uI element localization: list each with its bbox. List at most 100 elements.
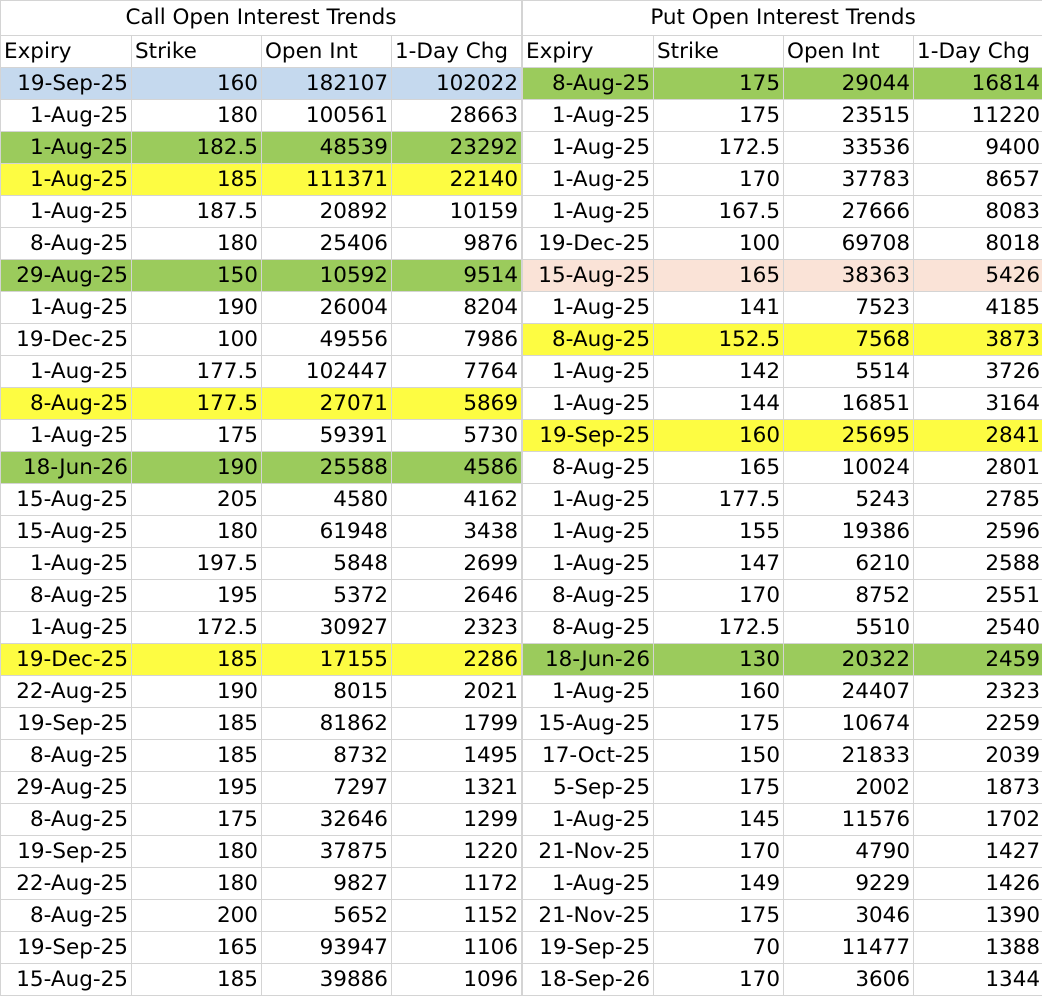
call-cell-expiry[interactable]: 15-Aug-25 bbox=[0, 963, 132, 996]
put-cell-strike[interactable]: 167.5 bbox=[653, 195, 785, 228]
call-cell-strike[interactable]: 177.5 bbox=[131, 387, 262, 420]
call-cell-expiry[interactable]: 29-Aug-25 bbox=[0, 259, 132, 292]
call-cell-1-day-chg[interactable]: 102022 bbox=[390, 67, 523, 100]
put-cell-1-day-chg[interactable]: 2785 bbox=[913, 483, 1042, 516]
call-cell-open-int[interactable]: 17155 bbox=[261, 643, 392, 676]
put-cell-1-day-chg[interactable]: 2540 bbox=[913, 611, 1042, 644]
call-cell-strike[interactable]: 195 bbox=[131, 771, 262, 804]
put-cell-strike[interactable]: 175 bbox=[653, 99, 785, 132]
put-header-1-day-chg[interactable]: 1-Day Chg bbox=[913, 35, 1042, 68]
put-cell-open-int[interactable]: 11477 bbox=[783, 931, 915, 964]
call-cell-expiry[interactable]: 19-Sep-25 bbox=[0, 835, 132, 868]
put-cell-expiry[interactable]: 18-Jun-26 bbox=[522, 643, 655, 676]
call-cell-strike[interactable]: 185 bbox=[131, 739, 262, 772]
put-cell-open-int[interactable]: 19386 bbox=[783, 515, 915, 548]
call-cell-strike[interactable]: 180 bbox=[131, 835, 262, 868]
put-cell-strike[interactable]: 70 bbox=[653, 931, 785, 964]
call-cell-1-day-chg[interactable]: 2323 bbox=[390, 611, 523, 644]
put-cell-strike[interactable]: 144 bbox=[653, 387, 785, 420]
call-cell-open-int[interactable]: 27071 bbox=[261, 387, 392, 420]
call-cell-expiry[interactable]: 8-Aug-25 bbox=[0, 899, 132, 932]
put-cell-strike[interactable]: 175 bbox=[653, 707, 785, 740]
put-cell-expiry[interactable]: 1-Aug-25 bbox=[522, 803, 655, 836]
put-cell-1-day-chg[interactable]: 2323 bbox=[913, 675, 1042, 708]
put-cell-open-int[interactable]: 33536 bbox=[783, 131, 915, 164]
call-cell-1-day-chg[interactable]: 1799 bbox=[390, 707, 523, 740]
put-cell-1-day-chg[interactable]: 1390 bbox=[913, 899, 1042, 932]
put-cell-open-int[interactable]: 27666 bbox=[783, 195, 915, 228]
call-cell-strike[interactable]: 185 bbox=[131, 707, 262, 740]
put-cell-open-int[interactable]: 29044 bbox=[783, 67, 915, 100]
put-cell-1-day-chg[interactable]: 8083 bbox=[913, 195, 1042, 228]
call-table-title[interactable]: Call Open Interest Trends bbox=[0, 0, 523, 36]
call-cell-1-day-chg[interactable]: 4162 bbox=[390, 483, 523, 516]
put-cell-expiry[interactable]: 1-Aug-25 bbox=[522, 163, 655, 196]
call-cell-expiry[interactable]: 18-Jun-26 bbox=[0, 451, 132, 484]
put-cell-open-int[interactable]: 3606 bbox=[783, 963, 915, 996]
put-cell-strike[interactable]: 147 bbox=[653, 547, 785, 580]
put-cell-strike[interactable]: 170 bbox=[653, 163, 785, 196]
call-cell-strike[interactable]: 175 bbox=[131, 803, 262, 836]
put-cell-open-int[interactable]: 37783 bbox=[783, 163, 915, 196]
call-cell-1-day-chg[interactable]: 1495 bbox=[390, 739, 523, 772]
call-cell-1-day-chg[interactable]: 2699 bbox=[390, 547, 523, 580]
put-cell-1-day-chg[interactable]: 16814 bbox=[913, 67, 1042, 100]
call-cell-strike[interactable]: 160 bbox=[131, 67, 262, 100]
call-cell-open-int[interactable]: 32646 bbox=[261, 803, 392, 836]
put-cell-strike[interactable]: 172.5 bbox=[653, 611, 785, 644]
put-cell-1-day-chg[interactable]: 8657 bbox=[913, 163, 1042, 196]
call-header-open-int[interactable]: Open Int bbox=[261, 35, 392, 68]
call-cell-expiry[interactable]: 8-Aug-25 bbox=[0, 739, 132, 772]
call-cell-open-int[interactable]: 48539 bbox=[261, 131, 392, 164]
call-cell-open-int[interactable]: 102447 bbox=[261, 355, 392, 388]
put-cell-strike[interactable]: 175 bbox=[653, 771, 785, 804]
call-cell-strike[interactable]: 190 bbox=[131, 291, 262, 324]
call-cell-expiry[interactable]: 1-Aug-25 bbox=[0, 547, 132, 580]
call-cell-strike[interactable]: 185 bbox=[131, 963, 262, 996]
call-cell-strike[interactable]: 180 bbox=[131, 227, 262, 260]
put-cell-open-int[interactable]: 20322 bbox=[783, 643, 915, 676]
call-cell-1-day-chg[interactable]: 7764 bbox=[390, 355, 523, 388]
call-cell-open-int[interactable]: 5652 bbox=[261, 899, 392, 932]
put-cell-expiry[interactable]: 17-Oct-25 bbox=[522, 739, 655, 772]
put-cell-expiry[interactable]: 1-Aug-25 bbox=[522, 291, 655, 324]
call-cell-expiry[interactable]: 1-Aug-25 bbox=[0, 163, 132, 196]
put-cell-open-int[interactable]: 2002 bbox=[783, 771, 915, 804]
put-cell-expiry[interactable]: 5-Sep-25 bbox=[522, 771, 655, 804]
put-cell-expiry[interactable]: 15-Aug-25 bbox=[522, 707, 655, 740]
put-cell-open-int[interactable]: 7568 bbox=[783, 323, 915, 356]
put-cell-strike[interactable]: 160 bbox=[653, 419, 785, 452]
call-cell-strike[interactable]: 180 bbox=[131, 99, 262, 132]
call-cell-1-day-chg[interactable]: 3438 bbox=[390, 515, 523, 548]
call-cell-strike[interactable]: 190 bbox=[131, 451, 262, 484]
call-cell-1-day-chg[interactable]: 1152 bbox=[390, 899, 523, 932]
call-cell-1-day-chg[interactable]: 28663 bbox=[390, 99, 523, 132]
call-cell-strike[interactable]: 180 bbox=[131, 867, 262, 900]
put-cell-strike[interactable]: 155 bbox=[653, 515, 785, 548]
call-cell-open-int[interactable]: 25406 bbox=[261, 227, 392, 260]
put-cell-1-day-chg[interactable]: 2841 bbox=[913, 419, 1042, 452]
call-cell-open-int[interactable]: 111371 bbox=[261, 163, 392, 196]
put-cell-open-int[interactable]: 11576 bbox=[783, 803, 915, 836]
put-cell-expiry[interactable]: 1-Aug-25 bbox=[522, 515, 655, 548]
put-cell-expiry[interactable]: 1-Aug-25 bbox=[522, 867, 655, 900]
put-cell-open-int[interactable]: 24407 bbox=[783, 675, 915, 708]
put-cell-open-int[interactable]: 9229 bbox=[783, 867, 915, 900]
call-cell-expiry[interactable]: 19-Sep-25 bbox=[0, 931, 132, 964]
put-cell-expiry[interactable]: 19-Dec-25 bbox=[522, 227, 655, 260]
put-cell-expiry[interactable]: 1-Aug-25 bbox=[522, 131, 655, 164]
call-cell-strike[interactable]: 177.5 bbox=[131, 355, 262, 388]
call-cell-strike[interactable]: 187.5 bbox=[131, 195, 262, 228]
put-cell-open-int[interactable]: 5243 bbox=[783, 483, 915, 516]
call-cell-1-day-chg[interactable]: 5869 bbox=[390, 387, 523, 420]
call-cell-expiry[interactable]: 15-Aug-25 bbox=[0, 483, 132, 516]
put-cell-1-day-chg[interactable]: 3873 bbox=[913, 323, 1042, 356]
call-cell-1-day-chg[interactable]: 8204 bbox=[390, 291, 523, 324]
put-cell-expiry[interactable]: 8-Aug-25 bbox=[522, 451, 655, 484]
put-cell-open-int[interactable]: 69708 bbox=[783, 227, 915, 260]
call-cell-expiry[interactable]: 1-Aug-25 bbox=[0, 195, 132, 228]
put-cell-strike[interactable]: 145 bbox=[653, 803, 785, 836]
call-cell-strike[interactable]: 182.5 bbox=[131, 131, 262, 164]
call-cell-open-int[interactable]: 100561 bbox=[261, 99, 392, 132]
put-cell-1-day-chg[interactable]: 2801 bbox=[913, 451, 1042, 484]
